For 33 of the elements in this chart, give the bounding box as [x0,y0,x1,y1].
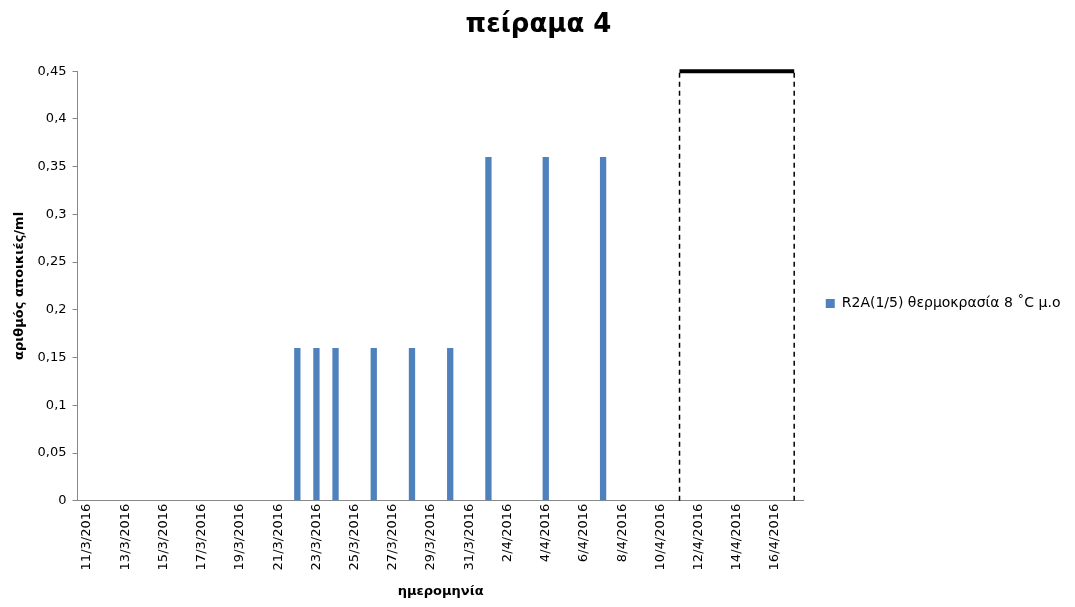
x-tick-label: 21/3/2016 [269,503,285,571]
x-axis-title: ημερομηνία [397,582,484,598]
x-tick-label: 10/4/2016 [651,503,667,571]
x-tick-label: 23/3/2016 [307,503,323,571]
x-tick-label: 27/3/2016 [384,503,400,571]
x-tick-label: 19/3/2016 [231,503,247,571]
x-tick-label: 25/3/2016 [346,503,362,571]
y-tick-label: 0,45 [37,62,67,78]
y-tick-label: 0,1 [45,396,67,412]
chart-title: πείραμα 4 [465,8,612,39]
y-tick-label: 0,4 [45,110,67,126]
y-tick-label: 0,25 [37,253,67,269]
x-tick-label: 17/3/2016 [193,503,209,571]
x-tick-label: 6/4/2016 [575,503,591,563]
x-tick-label: 31/3/2016 [460,503,476,571]
y-tick-label: 0,15 [37,348,67,364]
y-axis-title: αριθμός αποικιές/ml [11,211,27,361]
x-tick-label: 13/3/2016 [116,503,132,571]
y-tick-label: 0,05 [37,444,67,460]
x-tick-label: 15/3/2016 [154,503,170,571]
x-tick-label: 8/4/2016 [613,503,629,563]
x-tick-label: 16/4/2016 [766,503,782,571]
x-tick-label: 14/4/2016 [728,503,744,571]
x-tick-label: 29/3/2016 [422,503,438,571]
y-tick-label: 0,2 [45,301,67,317]
legend-label: R2A(1/5) θερμοκρασία 8 ˚C μ.ο [841,294,1061,311]
y-tick-label: 0,3 [45,205,67,221]
x-tick-label: 2/4/2016 [498,503,514,563]
x-tick-label: 4/4/2016 [537,503,553,563]
y-tick-label: 0 [58,492,67,508]
y-tick-label: 0,35 [37,158,67,174]
x-tick-label: 11/3/2016 [78,503,94,571]
x-tick-label: 12/4/2016 [690,503,706,571]
